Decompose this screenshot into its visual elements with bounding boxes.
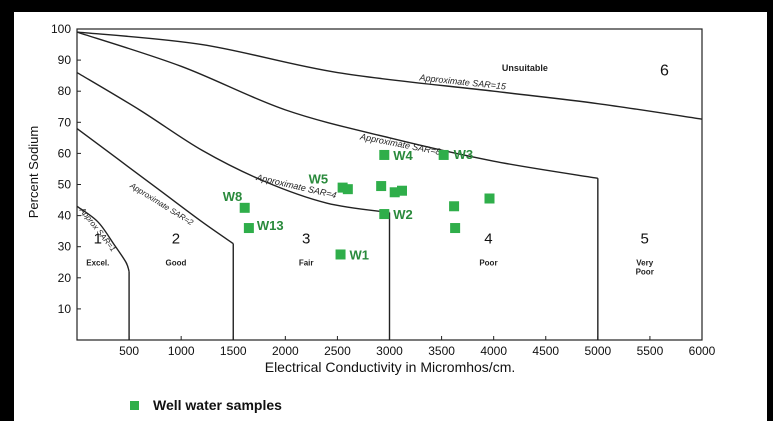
well-sample-label: W13 <box>257 218 284 233</box>
sar-curve <box>76 31 598 179</box>
x-tick-label: 3500 <box>428 344 455 358</box>
zone-name: Unsuitable <box>502 63 548 73</box>
well-sample-point <box>376 181 387 192</box>
y-tick-label: 30 <box>58 240 72 254</box>
sar-curve-label: Approximate SAR=2 <box>128 181 196 228</box>
well-sample-point <box>335 249 346 260</box>
well-sample-label: W1 <box>350 247 370 262</box>
well-sample-point <box>379 149 390 160</box>
y-tick-label: 10 <box>58 302 72 316</box>
x-tick-label: 5000 <box>584 344 611 358</box>
y-axis-label: Percent Sodium <box>26 126 41 219</box>
well-sample-point <box>484 193 495 204</box>
well-sample-label: W2 <box>393 207 413 222</box>
legend-label: Well water samples <box>153 397 282 413</box>
well-sample-point <box>449 201 460 212</box>
y-tick-label: 40 <box>58 209 72 223</box>
legend: Well water samples <box>130 397 282 413</box>
y-tick-label: 50 <box>58 178 72 192</box>
x-tick-label: 5500 <box>637 344 664 358</box>
x-tick-label: 1000 <box>168 344 195 358</box>
x-tick-label: 4500 <box>532 344 559 358</box>
x-tick-label: 500 <box>119 344 139 358</box>
legend-square-marker <box>130 400 139 410</box>
zone-number: 2 <box>172 231 180 248</box>
well-sample-point <box>438 149 449 160</box>
zone-name: Fair <box>299 258 314 267</box>
zone-name: Poor <box>479 258 497 267</box>
zone-number: 3 <box>302 231 310 248</box>
well-sample-point <box>239 202 250 213</box>
well-sample-label: W3 <box>454 147 474 162</box>
well-sample-point <box>243 223 254 234</box>
zone-name: Excel. <box>86 258 109 267</box>
zone-number: 4 <box>484 231 492 248</box>
zone-name: Good <box>166 258 187 267</box>
well-sample-point <box>389 187 400 198</box>
sar-curve <box>76 31 703 120</box>
x-tick-label: 6000 <box>689 344 716 358</box>
well-sample-point <box>450 223 461 234</box>
y-tick-label: 20 <box>58 271 72 285</box>
x-tick-label: 2000 <box>272 344 299 358</box>
sar-curve <box>76 205 130 272</box>
x-tick-label: 2500 <box>324 344 351 358</box>
x-tick-label: 1500 <box>220 344 247 358</box>
well-sample-label: W5 <box>309 172 329 187</box>
well-sample-point <box>379 209 390 220</box>
zone-number: 6 <box>660 63 669 80</box>
y-tick-label: 60 <box>58 146 72 160</box>
well-sample-label: W4 <box>393 148 413 163</box>
well-sample-point <box>397 185 407 196</box>
zone-name: Very Poor <box>636 258 654 276</box>
well-sample-point <box>337 182 348 193</box>
x-tick-label: 4000 <box>480 344 507 358</box>
well-sample-point <box>342 184 353 195</box>
sar-curve-label: Approximate SAR=15 <box>418 72 507 91</box>
y-tick-label: 100 <box>51 22 71 36</box>
sar-curve <box>76 127 234 245</box>
y-tick-label: 70 <box>58 115 72 129</box>
zone-number: 1 <box>94 231 102 248</box>
y-tick-label: 80 <box>58 84 72 98</box>
x-axis-label: Electrical Conductivity in Micromhos/cm. <box>265 359 516 375</box>
x-tick-label: 3000 <box>376 344 403 358</box>
zone-number: 5 <box>641 231 649 248</box>
well-sample-label: W8 <box>223 189 243 204</box>
y-tick-label: 90 <box>58 53 72 67</box>
sar-curve <box>76 71 390 214</box>
